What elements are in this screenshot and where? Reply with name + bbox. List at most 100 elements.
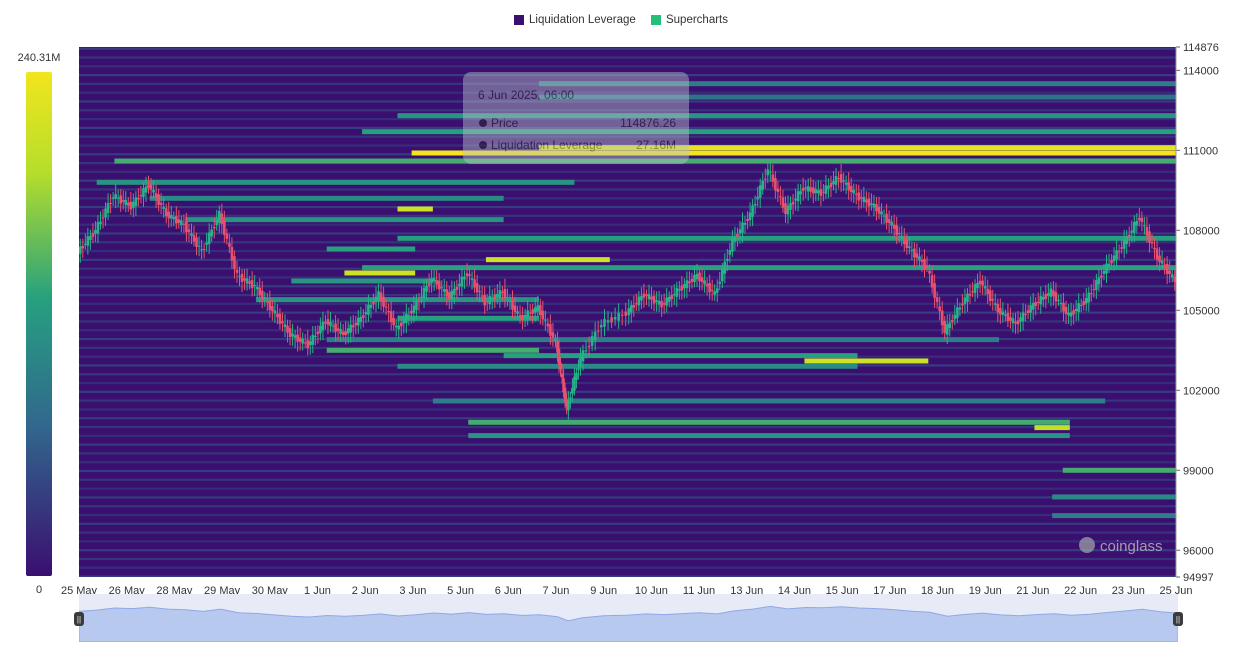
candle-body (637, 296, 641, 306)
candle-body (162, 207, 165, 209)
candle-body (563, 387, 567, 402)
y-tick-label: 114000 (1183, 65, 1219, 77)
candle-body (1054, 292, 1058, 302)
candle-body (463, 276, 466, 280)
candle-body (986, 288, 989, 295)
candle-body (440, 287, 444, 289)
heatmap-background-stripe (79, 179, 1176, 182)
candle-body (1107, 263, 1111, 267)
candle-body (243, 278, 246, 281)
candle-body (779, 196, 782, 198)
candle-body (1122, 239, 1126, 249)
candle-body (334, 323, 337, 332)
candle-body (402, 319, 406, 324)
heatmap-background-stripe (79, 302, 1176, 305)
heatmap-background-stripe (79, 531, 1176, 534)
candle-body (756, 196, 759, 200)
candle-body (806, 186, 810, 192)
candle-body (933, 283, 936, 298)
candle-body (606, 320, 610, 323)
candle-body (250, 280, 254, 289)
candle-body (999, 308, 1002, 315)
candle-body (627, 308, 631, 316)
candle-body (377, 291, 380, 301)
candle-body (817, 190, 820, 194)
heatmap-band (185, 217, 504, 223)
y-tick-label: 114876 (1183, 42, 1219, 54)
candle-body (212, 227, 216, 229)
candle-body (1077, 303, 1080, 313)
candle-body (106, 203, 110, 213)
candle-body (976, 282, 979, 289)
heatmap-background-stripe (79, 390, 1176, 393)
candle-body (498, 290, 502, 298)
candle-body (1120, 247, 1123, 249)
candle-body (789, 203, 792, 210)
heatmap-background-stripe (79, 469, 1176, 473)
candle-body (321, 321, 325, 331)
candle-body (245, 278, 249, 284)
candle-body (374, 296, 378, 303)
legend-item-liquidation-leverage[interactable]: Liquidation Leverage (514, 14, 636, 26)
candle-body (415, 301, 418, 310)
candle-body (844, 182, 848, 185)
legend-item-supercharts[interactable]: Supercharts (650, 14, 728, 26)
candle-body (516, 311, 519, 314)
candle-body (573, 376, 576, 391)
candle-body (1014, 321, 1017, 324)
candle-body (283, 324, 287, 328)
heatmap-background-stripe (79, 276, 1176, 279)
navigator-left-handle[interactable]: || (74, 612, 84, 626)
candle-body (655, 300, 658, 303)
candle-body (665, 297, 668, 306)
candle-body (523, 314, 527, 318)
candle-body (260, 290, 264, 299)
candle-body (599, 324, 603, 328)
candle-body (1165, 263, 1169, 275)
heatmap-band (539, 81, 1176, 87)
y-tick-label: 105000 (1183, 305, 1220, 317)
range-navigator[interactable] (79, 594, 1178, 642)
candle-body (809, 187, 813, 192)
candle-body (124, 199, 128, 206)
candle-body (420, 296, 423, 298)
candle-body (1170, 274, 1174, 278)
candle-body (271, 305, 274, 312)
candle-body (235, 269, 239, 273)
candle-body (142, 188, 145, 197)
heatmap-background-stripe (79, 170, 1176, 173)
candle-body (1009, 317, 1012, 321)
candle-body (526, 310, 529, 319)
heatmap-background-stripe (79, 373, 1176, 376)
heatmap-band (114, 158, 1176, 164)
candle-body (1052, 290, 1055, 297)
candle-body (1034, 302, 1038, 306)
y-tick-label: 108000 (1183, 225, 1220, 237)
tooltip-leverage-dot (479, 141, 487, 149)
candle-body (296, 334, 299, 342)
candle-body (814, 189, 818, 194)
coinglass-watermark: coinglass (1079, 537, 1163, 555)
candle-body (311, 334, 315, 345)
candle-body (1079, 304, 1083, 306)
candle-body (172, 217, 176, 220)
candle-body (1102, 270, 1106, 274)
candle-body (511, 300, 514, 310)
candle-body (394, 325, 398, 328)
candle-body (1082, 301, 1086, 306)
heatmap-band (503, 353, 858, 359)
candle-body (490, 297, 494, 300)
candle-body (945, 324, 949, 335)
candle-body (610, 317, 613, 323)
candle-body (710, 289, 714, 291)
heatmap-band (397, 363, 858, 369)
candle-body (763, 178, 767, 180)
candle-body (991, 299, 995, 301)
candle-body (819, 189, 823, 196)
navigator-right-handle[interactable]: || (1173, 612, 1183, 626)
candle-body (1153, 247, 1156, 250)
candle-body (647, 294, 651, 300)
candle-body (652, 295, 656, 304)
candle-body (895, 225, 898, 236)
